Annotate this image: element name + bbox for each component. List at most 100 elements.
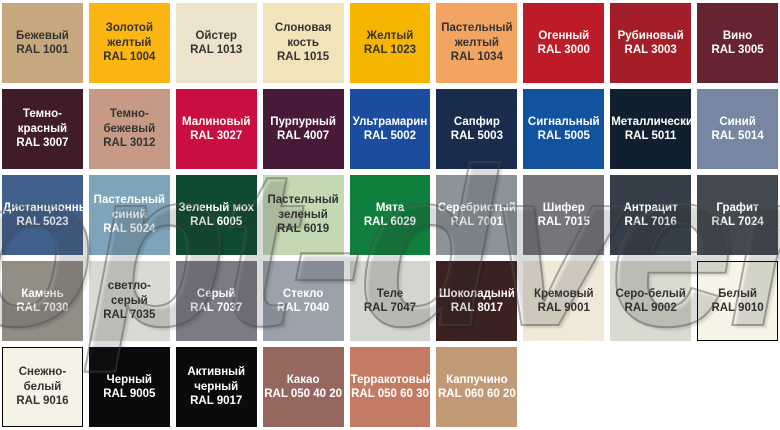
color-swatch[interactable]: Серебристый RAL 7001 <box>436 175 518 255</box>
color-name: Серый <box>196 287 236 300</box>
color-name: Камень <box>21 287 64 300</box>
color-code: RAL 7030 <box>16 302 69 314</box>
color-swatch[interactable]: Белый RAL 9010 <box>697 261 778 341</box>
color-code: RAL 9017 <box>190 395 243 408</box>
color-name: Рубиновый <box>617 29 684 42</box>
color-name: Антрацит <box>623 201 678 214</box>
color-name: Темно-красный <box>17 108 68 135</box>
color-code: RAL 1004 <box>103 51 156 64</box>
color-code: RAL 9010 <box>711 302 764 314</box>
color-swatch[interactable]: Серый RAL 7037 <box>175 261 257 341</box>
color-code: RAL 6019 <box>276 223 330 236</box>
color-name: Какао <box>286 373 320 386</box>
color-code: RAL 3003 <box>624 44 677 56</box>
color-swatch[interactable]: Бежевый RAL 1001 <box>2 3 83 83</box>
color-name: Сапфир <box>453 115 500 128</box>
color-code: RAL 5005 <box>537 130 590 142</box>
color-swatch[interactable]: светло-серый RAL 7035 <box>88 261 170 341</box>
color-swatch[interactable]: Дистанционный RAL 5023 <box>2 175 83 255</box>
color-swatch[interactable]: Камень RAL 7030 <box>2 261 83 341</box>
color-code: RAL 6005 <box>190 216 243 228</box>
color-code: RAL 9016 <box>16 395 69 408</box>
color-name: Огенный <box>538 29 590 42</box>
color-name: Стекло <box>282 287 324 300</box>
color-swatch[interactable]: Темно-бежевый RAL 3012 <box>88 89 170 169</box>
color-swatch[interactable]: Вино RAL 3005 <box>697 3 778 83</box>
color-swatch[interactable]: Синий RAL 5014 <box>697 89 778 169</box>
color-swatch[interactable]: Ультрамарин RAL 5002 <box>349 89 431 169</box>
color-name: Пастельный желтый <box>441 22 513 49</box>
color-swatch[interactable]: Рубиновый RAL 3003 <box>610 3 692 83</box>
color-code: RAL 7015 <box>537 216 590 228</box>
color-code: RAL 5011 <box>624 130 677 142</box>
color-swatch[interactable]: Теле RAL 7047 <box>349 261 431 341</box>
color-name: Зеленый мох <box>178 201 255 214</box>
color-swatch[interactable]: Пурпурный RAL 4007 <box>262 89 344 169</box>
color-swatch[interactable]: Серо-белый RAL 9002 <box>610 261 692 341</box>
color-code: RAL 7037 <box>190 302 243 314</box>
color-swatch[interactable]: Активный черный RAL 9017 <box>175 347 257 427</box>
color-name: Терракотовый <box>350 373 431 386</box>
color-code: RAL 060 60 20 <box>437 388 516 400</box>
color-name: Ойстер <box>195 29 237 42</box>
color-name: Золотой желтый <box>105 22 154 49</box>
color-code: RAL 9005 <box>103 388 156 400</box>
color-name: Серо-белый <box>615 287 686 300</box>
color-code: RAL 5023 <box>16 216 69 228</box>
color-code: RAL 5024 <box>103 223 156 236</box>
color-code: RAL 6029 <box>363 216 417 228</box>
color-name: Желтый <box>366 29 414 42</box>
color-name: Металлический <box>611 115 692 128</box>
color-code: RAL 9001 <box>537 302 590 314</box>
color-code: RAL 7047 <box>363 302 417 314</box>
color-name: Шифер <box>542 201 585 214</box>
color-swatch[interactable]: Золотой желтый RAL 1004 <box>88 3 170 83</box>
color-swatch[interactable]: Терракотовый RAL 050 60 30 <box>349 347 431 427</box>
color-swatch[interactable]: Снежно-белый RAL 9016 <box>2 347 83 427</box>
color-code: RAL 3005 <box>711 44 764 56</box>
color-name: Слоновая кость <box>274 22 332 49</box>
color-code: RAL 050 40 20 <box>264 388 342 400</box>
color-name: Синий <box>719 115 756 128</box>
color-swatch[interactable]: Каппучино RAL 060 60 20 <box>436 347 518 427</box>
color-name: Белый <box>718 287 757 300</box>
color-swatch[interactable]: Какао RAL 050 40 20 <box>262 347 344 427</box>
color-swatch[interactable]: Огенный RAL 3000 <box>523 3 605 83</box>
color-code: RAL 5014 <box>711 130 764 142</box>
color-swatch[interactable]: Малиновый RAL 3027 <box>175 89 257 169</box>
color-code: RAL 7001 <box>450 216 503 228</box>
color-swatch[interactable]: Слоновая кость RAL 1015 <box>262 3 344 83</box>
color-code: RAL 5002 <box>363 130 417 142</box>
color-swatch[interactable]: Шоколадынй RAL 8017 <box>436 261 518 341</box>
color-swatch[interactable]: Сигнальный RAL 5005 <box>523 89 605 169</box>
color-name: Серебристый <box>437 201 516 214</box>
color-swatch[interactable]: Мята RAL 6029 <box>349 175 431 255</box>
color-swatch[interactable]: Пастельный синий RAL 5024 <box>88 175 170 255</box>
color-code: RAL 1023 <box>363 44 417 56</box>
color-swatch[interactable]: Графит RAL 7024 <box>697 175 778 255</box>
color-swatch[interactable]: Черный RAL 9005 <box>88 347 170 427</box>
color-swatch[interactable]: Зеленый мох RAL 6005 <box>175 175 257 255</box>
color-swatch[interactable]: Антрацит RAL 7016 <box>610 175 692 255</box>
color-swatch[interactable]: Пастельный зеленый RAL 6019 <box>262 175 344 255</box>
color-name: Ультрамарин <box>352 115 428 128</box>
color-name: Шоколадынй <box>439 287 515 300</box>
color-swatch[interactable]: Стекло RAL 7040 <box>262 261 344 341</box>
color-name: Пастельный зеленый <box>267 194 339 221</box>
color-swatch[interactable]: Металлический RAL 5011 <box>610 89 692 169</box>
color-code: RAL 1001 <box>16 44 69 56</box>
color-code: RAL 7040 <box>276 302 330 314</box>
color-swatch[interactable]: Пастельный желтый RAL 1034 <box>436 3 518 83</box>
color-swatch[interactable]: Темно-красный RAL 3007 <box>2 89 83 169</box>
color-swatch[interactable]: Кремовый RAL 9001 <box>523 261 605 341</box>
color-name: Пурпурный <box>270 115 336 128</box>
color-swatch[interactable]: Сапфир RAL 5003 <box>436 89 518 169</box>
color-swatch[interactable]: Шифер RAL 7015 <box>523 175 605 255</box>
color-code: RAL 3007 <box>16 137 69 150</box>
color-code: RAL 9002 <box>624 302 677 314</box>
color-code: RAL 8017 <box>450 302 503 314</box>
color-swatch[interactable]: Ойстер RAL 1013 <box>175 3 257 83</box>
color-swatch[interactable]: Желтый RAL 1023 <box>349 3 431 83</box>
